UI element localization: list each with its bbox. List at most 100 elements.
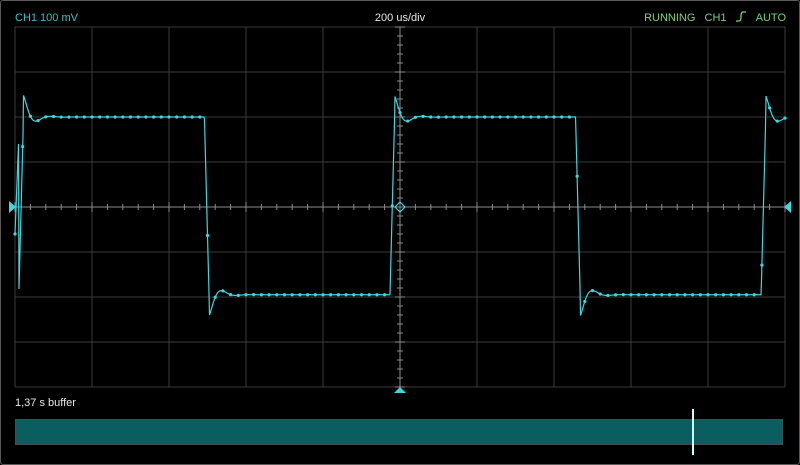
sample-point [652, 293, 656, 297]
sample-point [590, 289, 595, 293]
sample-point [21, 145, 25, 149]
sample-point [660, 293, 664, 297]
sample-point [298, 293, 302, 297]
sample-point [352, 293, 356, 297]
sample-point [729, 293, 733, 297]
sample-point [529, 115, 533, 119]
sample-point [359, 293, 364, 297]
run-state-label[interactable]: RUNNING [644, 12, 696, 24]
sample-point [175, 115, 179, 119]
sample-point [490, 115, 494, 119]
trigger-position-marker [394, 387, 406, 393]
rising-edge-icon[interactable] [735, 11, 747, 22]
sample-point [398, 110, 402, 115]
sample-point [290, 293, 294, 297]
sample-point [698, 293, 702, 297]
sample-point [552, 115, 556, 119]
sample-point [390, 204, 394, 208]
sample-point [683, 293, 687, 297]
sample-point [275, 293, 279, 297]
sample-point [575, 174, 579, 178]
sample-point [429, 115, 433, 119]
sample-point [383, 293, 387, 297]
sample-point [760, 263, 764, 267]
ground-level-marker [9, 201, 16, 213]
buffer-position-marker[interactable] [691, 409, 694, 455]
channel-scale-label[interactable]: CH1 100 mV [15, 12, 78, 24]
sample-point [667, 293, 672, 297]
sample-point [75, 115, 79, 119]
trigger-status[interactable]: RUNNING CH1 AUTO [638, 11, 786, 25]
sample-point [752, 293, 756, 297]
sample-point [721, 293, 726, 297]
sample-point [475, 115, 479, 119]
sample-point [28, 114, 32, 118]
sample-point [375, 293, 379, 297]
sample-point [136, 115, 140, 119]
sample-point [406, 119, 410, 123]
sample-point [768, 106, 772, 110]
sample-point [775, 119, 779, 123]
trigger-source-label[interactable]: CH1 [704, 12, 727, 24]
sample-point [513, 115, 518, 119]
sample-point [444, 115, 448, 119]
sample-point [205, 233, 210, 238]
sample-point [537, 115, 541, 119]
sample-point [82, 115, 86, 119]
sample-point [467, 115, 471, 119]
sample-point [421, 114, 425, 118]
sample-point [452, 115, 456, 119]
sample-point [460, 115, 464, 119]
buffer-bar[interactable] [15, 419, 783, 445]
sample-point [344, 293, 348, 297]
sample-point [629, 293, 633, 297]
trigger-point-marker [394, 201, 406, 213]
sample-point [98, 115, 102, 119]
graticule-axes [14, 26, 786, 388]
trigger-mode-label[interactable]: AUTO [755, 12, 786, 24]
sample-point [121, 115, 125, 119]
sample-point [644, 293, 649, 297]
sample-point [737, 293, 741, 297]
sample-point [313, 293, 317, 297]
sample-point [367, 293, 371, 297]
sample-point [13, 232, 17, 236]
sample-point [306, 293, 310, 297]
sample-point [714, 293, 718, 297]
sample-point [90, 115, 94, 119]
sample-points [13, 106, 787, 304]
sample-point [506, 115, 510, 119]
sample-point [190, 115, 194, 119]
sample-point [521, 115, 525, 119]
sample-point [152, 115, 156, 119]
sample-point [329, 293, 333, 297]
sample-point [252, 293, 256, 297]
sample-point [59, 115, 63, 119]
sample-point [67, 115, 71, 119]
sample-point [321, 293, 325, 297]
sample-point [244, 293, 248, 297]
sample-point [436, 115, 441, 119]
sample-point [691, 293, 695, 297]
sample-point [128, 115, 133, 119]
sample-point [583, 299, 587, 304]
sample-point [621, 293, 625, 297]
sample-point [336, 293, 340, 297]
timebase-label[interactable]: 200 us/div [374, 12, 426, 24]
sample-point [413, 115, 417, 120]
sample-point [182, 115, 186, 119]
sample-point [51, 114, 56, 119]
sample-point [606, 293, 610, 298]
sample-point [144, 115, 148, 119]
sample-point [221, 289, 225, 293]
sample-point [614, 293, 618, 297]
sample-point [282, 293, 287, 297]
sample-point [560, 115, 564, 119]
sample-point [675, 293, 679, 297]
sample-point [167, 115, 171, 119]
sample-point [598, 292, 602, 296]
trigger-level-marker [784, 201, 791, 213]
sample-point [637, 293, 641, 297]
sample-point [236, 293, 240, 297]
